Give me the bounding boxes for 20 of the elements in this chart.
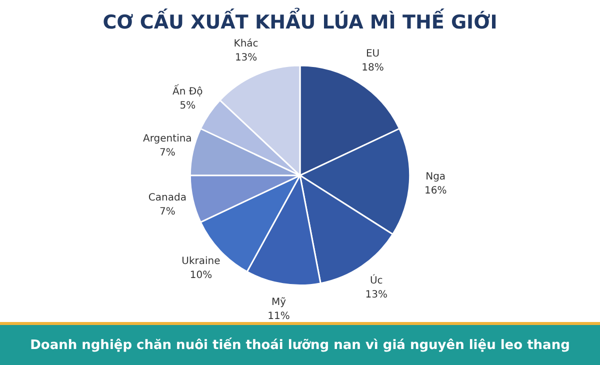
- data-label: 11%: [268, 311, 290, 322]
- data-label: 10%: [190, 270, 212, 281]
- data-label: 13%: [234, 52, 258, 64]
- data-label: 18%: [362, 62, 384, 74]
- data-label: 13%: [365, 289, 388, 300]
- text: Doanh nghiệp chăn nuôi tiến thoái lưỡng nan vì giá nguyên liệu leo thang: [0, 325, 600, 365]
- chart-title: CƠ CẤU XUẤT KHẨU LÚA MÌ THẾ GIỚI: [102, 7, 498, 34]
- slice-label: Ukraine: [182, 256, 220, 267]
- slice-label: Mỹ: [271, 297, 286, 308]
- slice-label: Ấn Độ: [172, 84, 203, 98]
- slice-label: Canada: [148, 192, 186, 204]
- data-label: 16%: [424, 186, 447, 197]
- slice-label: Nga: [426, 172, 446, 183]
- slice-label: Argentina: [143, 133, 192, 144]
- slice-label: EU: [366, 48, 380, 60]
- data-label: 7%: [159, 147, 176, 158]
- data-label: 5%: [180, 100, 196, 112]
- slice-label: Úc: [370, 273, 383, 286]
- data-label: 7%: [159, 206, 176, 218]
- slice-label: Khác: [234, 38, 258, 50]
